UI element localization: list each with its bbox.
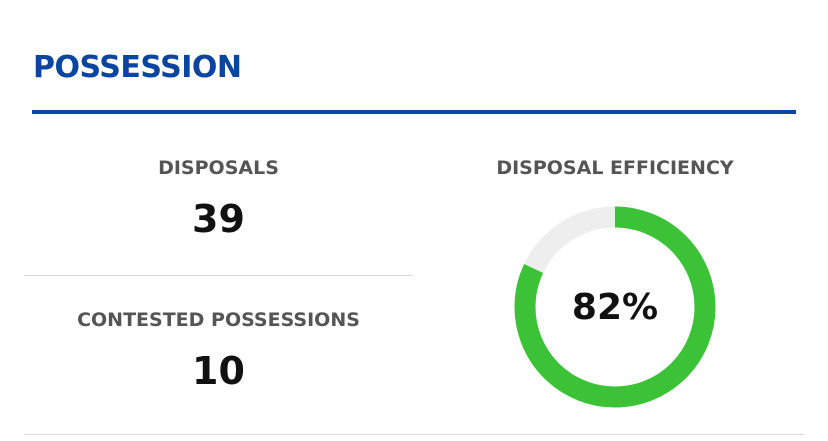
gauge-fill xyxy=(514,206,716,408)
gauge-svg xyxy=(514,206,716,408)
contested-possessions-stat: CONTESTED POSSESSIONS 10 xyxy=(24,308,413,394)
contested-possessions-label: CONTESTED POSSESSIONS xyxy=(77,309,360,331)
stat-divider xyxy=(24,275,413,276)
gauge-value: 82% xyxy=(571,286,659,328)
disposal-efficiency-gauge: 82% xyxy=(514,206,716,408)
contested-possessions-value: 10 xyxy=(192,349,245,393)
disposals-label: DISPOSALS xyxy=(158,157,279,179)
section-title: POSSESSION xyxy=(33,50,242,85)
disposal-efficiency-label: DISPOSAL EFFICIENCY xyxy=(496,157,734,179)
disposals-value: 39 xyxy=(192,197,245,241)
title-rule xyxy=(32,110,796,114)
disposals-stat: DISPOSALS 39 xyxy=(24,156,413,242)
bottom-divider xyxy=(24,434,804,435)
disposal-efficiency-stat: DISPOSAL EFFICIENCY xyxy=(430,156,800,180)
